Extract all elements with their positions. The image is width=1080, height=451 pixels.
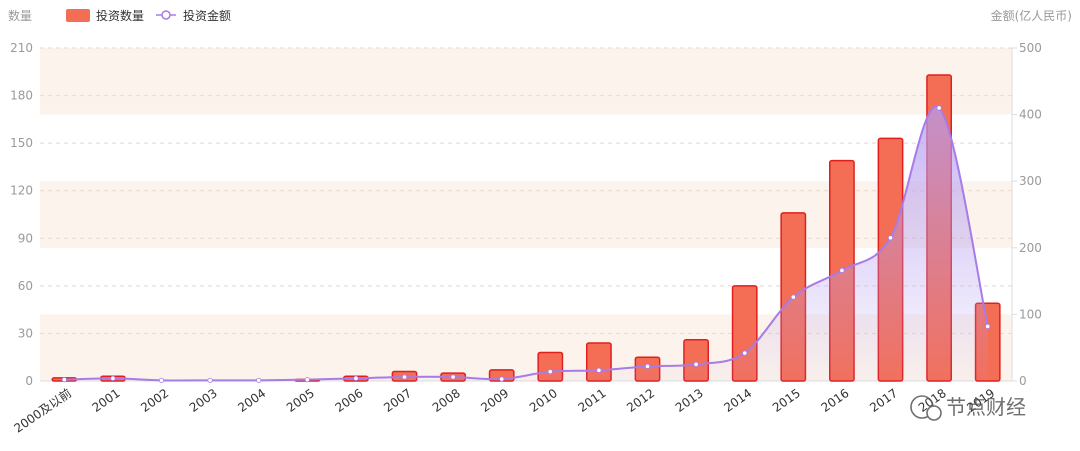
amount-point-2005[interactable] [304,377,310,383]
y-left-tick-label: 30 [18,326,33,340]
amount-area [64,106,988,381]
amount-point-2007[interactable] [401,374,408,380]
legend-swatch-count[interactable] [66,9,90,22]
legend-label-count[interactable]: 投资数量 [96,8,144,23]
x-tick-label: 2015 [770,386,803,415]
y-right-tick-label: 500 [1019,41,1042,55]
amount-area-fill [64,106,988,381]
amount-point-2000及以前[interactable] [61,377,67,383]
y-axis-right-title: 金额(亿人民币) [991,8,1072,23]
y-right-tick-label: 400 [1019,108,1042,122]
y-axis-right: 0 100 200 300 400 500 [1011,41,1042,388]
legend: 投资数量 投资金额 [66,8,231,23]
x-tick-label: 2017 [867,386,900,415]
amount-point-2006[interactable] [353,375,359,381]
x-tick-label: 2010 [527,386,560,415]
x-tick-label: 2003 [187,386,220,415]
amount-point-2015[interactable] [790,294,796,300]
amount-point-2003[interactable] [207,377,213,383]
y-left-tick-label: 0 [25,374,33,388]
legend-marker-amount [161,10,171,20]
y-left-tick-label: 90 [18,231,33,245]
x-tick-label: 2014 [721,386,754,415]
x-tick-label: 2007 [381,386,414,415]
watermark-text: 节点财经 [946,395,1026,419]
y-right-tick-label: 300 [1019,174,1042,188]
wechat-icon-dot [926,405,942,421]
x-tick-label: 2001 [90,386,123,415]
x-tick-label: 2012 [624,386,657,415]
amount-point-2014[interactable] [742,350,748,356]
y-left-tick-label: 120 [10,184,33,198]
amount-point-2011[interactable] [596,367,602,373]
amount-point-2001[interactable] [110,375,116,381]
x-tick-label: 2013 [673,386,706,415]
x-tick-label: 2000及以前 [11,385,74,435]
x-tick-label: 2005 [284,386,317,415]
amount-point-2008[interactable] [450,374,456,380]
y-right-tick-label: 0 [1019,374,1027,388]
amount-point-2013[interactable] [693,361,699,367]
amount-point-2019[interactable] [985,323,991,329]
amount-point-2009[interactable] [499,376,505,382]
x-tick-label: 2016 [819,386,852,415]
y-right-tick-label: 100 [1019,307,1042,321]
amount-point-2002[interactable] [158,377,165,383]
amount-point-2017[interactable] [887,235,894,241]
x-tick-label: 2011 [576,386,609,415]
x-tick-label: 2006 [333,386,366,415]
x-tick-label: 2008 [430,386,463,415]
amount-points [61,105,991,383]
x-tick-label: 2002 [138,386,171,415]
y-left-tick-label: 150 [10,136,33,150]
legend-label-amount[interactable]: 投资金额 [183,8,231,23]
amount-point-2012[interactable] [644,363,651,369]
amount-point-2018[interactable] [936,105,942,111]
watermark: 节点财经 [910,395,1026,421]
amount-point-2004[interactable] [256,377,262,383]
y-axis-left-title: 数量 [8,8,32,23]
y-left-tick-label: 60 [18,279,33,293]
y-left-tick-label: 210 [10,41,33,55]
background-band [40,48,1012,115]
x-tick-label: 2009 [478,386,511,415]
amount-point-2016[interactable] [839,267,845,274]
y-axis-left: 0 30 60 90 120 150 180 210 [10,41,33,388]
y-right-tick-label: 200 [1019,241,1042,255]
y-left-tick-label: 180 [10,89,33,103]
amount-point-2010[interactable] [547,369,553,375]
x-axis: 2000及以前 2001 2002 2003 2004 2005 2006 2007 2008 2… [11,385,998,435]
x-tick-label: 2004 [235,386,268,415]
